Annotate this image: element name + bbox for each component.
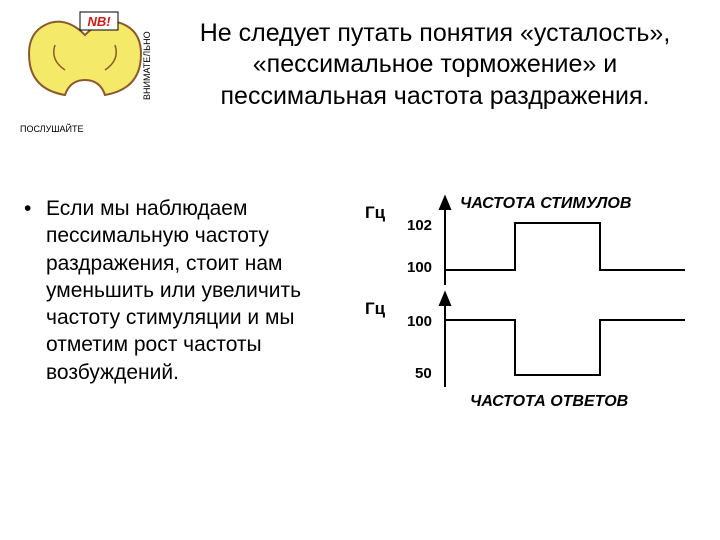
top-tick-low: 100	[407, 259, 432, 276]
bullet-text: Если мы наблюдаем пессимальную частоту р…	[46, 195, 344, 386]
listen-icon-block: NB! ПОСЛУШАЙТЕ ВНИМАТЕЛЬНО	[10, 10, 160, 140]
listen-icon-svg: NB! ПОСЛУШАЙТЕ ВНИМАТЕЛЬНО	[10, 10, 160, 140]
slide-heading: Не следует путать понятия «усталость», «…	[170, 18, 700, 112]
top-tick-high: 102	[407, 217, 432, 234]
bullet-text-block: • Если мы наблюдаем пессимальную частоту…	[24, 195, 344, 386]
bottom-tick-high: 100	[407, 313, 432, 330]
top-axis-unit: Гц	[365, 203, 385, 223]
icon-right-label: ВНИМАТЕЛЬНО	[142, 31, 152, 100]
frequency-chart: Гц ЧАСТОТА СТИМУЛОВ 102 100 Гц 100 50 ЧА…	[365, 195, 700, 425]
bullet-marker: •	[24, 195, 31, 222]
nb-text: NB!	[87, 14, 111, 29]
bottom-chart-title: ЧАСТОТА ОТВЕТОВ	[470, 393, 628, 411]
icon-left-label: ПОСЛУШАЙТЕ	[20, 123, 84, 134]
bottom-axis-unit: Гц	[365, 299, 385, 319]
bottom-tick-low: 50	[415, 365, 432, 382]
top-chart-title: ЧАСТОТА СТИМУЛОВ	[460, 195, 631, 213]
